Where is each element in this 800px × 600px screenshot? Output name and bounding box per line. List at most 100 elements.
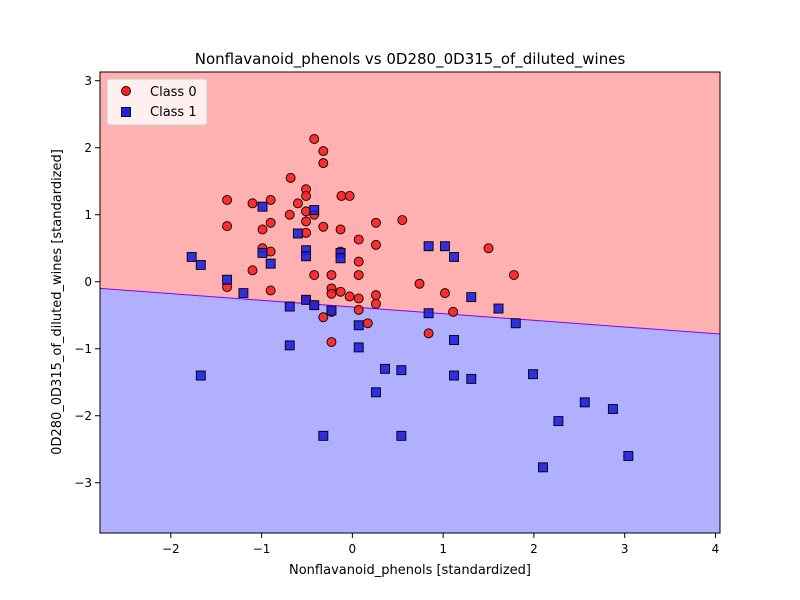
point-class-1 bbox=[222, 274, 233, 285]
point-class-1 bbox=[579, 397, 590, 408]
point-class-0 bbox=[326, 337, 337, 347]
point-class-1 bbox=[371, 387, 381, 398]
x-tick-label: 4 bbox=[712, 542, 720, 556]
point-class-1 bbox=[553, 416, 564, 427]
point-class-1 bbox=[493, 303, 504, 314]
point-class-1 bbox=[195, 370, 206, 381]
point-class-0 bbox=[318, 158, 329, 169]
point-class-0 bbox=[265, 246, 276, 257]
point-class-1 bbox=[301, 294, 312, 305]
point-class-1 bbox=[396, 430, 407, 441]
point-class-0 bbox=[353, 293, 364, 304]
decision-boundary-line bbox=[100, 287, 720, 335]
data-points bbox=[186, 134, 634, 473]
point-class-1 bbox=[309, 300, 320, 311]
x-axis-ticks: −2 −1 0 1 2 3 4 bbox=[162, 533, 719, 556]
point-class-0 bbox=[318, 221, 329, 232]
point-class-1 bbox=[195, 260, 206, 270]
decision-region-class-1 bbox=[100, 288, 720, 533]
point-class-1 bbox=[380, 363, 390, 374]
point-class-1 bbox=[466, 373, 477, 384]
point-class-0 bbox=[483, 243, 494, 254]
point-class-0 bbox=[318, 312, 329, 323]
point-class-1 bbox=[466, 292, 477, 303]
legend-label-class-0: Class 0 bbox=[150, 85, 197, 100]
point-class-1 bbox=[301, 251, 312, 262]
point-class-0 bbox=[309, 134, 320, 144]
point-class-0 bbox=[222, 195, 233, 205]
point-class-0 bbox=[301, 191, 312, 201]
point-class-1 bbox=[449, 370, 459, 381]
point-class-0 bbox=[247, 198, 258, 209]
point-class-0 bbox=[336, 191, 347, 201]
point-class-1 bbox=[510, 318, 521, 329]
legend: Class 0 Class 1 bbox=[106, 78, 208, 126]
point-class-0 bbox=[353, 256, 364, 267]
point-class-1 bbox=[449, 251, 459, 262]
legend-marker-class-1 bbox=[121, 107, 131, 117]
point-class-1 bbox=[353, 342, 364, 353]
y-tick-label: −2 bbox=[74, 409, 92, 423]
point-class-1 bbox=[623, 450, 634, 461]
point-class-0 bbox=[414, 278, 425, 289]
y-axis-ticks: −3 −2 −1 0 1 2 3 bbox=[74, 74, 100, 490]
y-tick-label: −3 bbox=[74, 476, 92, 490]
y-tick-label: 0 bbox=[84, 275, 92, 289]
x-tick-label: −2 bbox=[162, 542, 180, 556]
plot-area bbox=[100, 72, 720, 533]
point-class-1 bbox=[265, 258, 276, 269]
point-class-0 bbox=[265, 285, 276, 296]
point-class-0 bbox=[284, 209, 295, 220]
y-tick-label: −1 bbox=[74, 342, 92, 356]
point-class-0 bbox=[344, 191, 355, 201]
point-class-0 bbox=[344, 291, 355, 302]
point-class-0 bbox=[371, 217, 381, 228]
point-class-1 bbox=[353, 320, 364, 331]
point-class-1 bbox=[538, 462, 548, 473]
point-class-1 bbox=[528, 369, 538, 380]
x-tick-label: 1 bbox=[439, 542, 447, 556]
point-class-1 bbox=[396, 365, 407, 376]
y-tick-label: 3 bbox=[84, 74, 92, 88]
point-class-1 bbox=[318, 430, 329, 441]
point-class-0 bbox=[247, 265, 258, 276]
point-class-0 bbox=[353, 270, 364, 280]
x-tick-label: 0 bbox=[349, 542, 357, 556]
point-class-1 bbox=[423, 241, 434, 252]
point-class-1 bbox=[449, 335, 459, 345]
point-class-1 bbox=[423, 308, 434, 319]
y-tick-label: 1 bbox=[84, 208, 92, 222]
legend-marker-class-0 bbox=[121, 86, 131, 96]
point-class-0 bbox=[265, 195, 276, 205]
point-class-0 bbox=[285, 172, 296, 183]
x-tick-label: 2 bbox=[530, 542, 538, 556]
point-class-0 bbox=[508, 270, 519, 280]
point-class-1 bbox=[257, 201, 268, 212]
plot-frame bbox=[99, 71, 721, 534]
point-class-1 bbox=[238, 288, 249, 299]
point-class-0 bbox=[318, 146, 329, 157]
point-class-0 bbox=[371, 298, 381, 309]
point-class-1 bbox=[284, 301, 295, 312]
y-axis-label: 0D280_0D315_of_diluted_wines [standardiz… bbox=[50, 149, 65, 455]
point-class-0 bbox=[439, 288, 450, 299]
point-class-0 bbox=[257, 224, 268, 235]
point-class-0 bbox=[371, 290, 381, 301]
point-class-0 bbox=[301, 216, 312, 227]
point-class-0 bbox=[309, 270, 320, 280]
point-class-0 bbox=[301, 206, 312, 217]
point-class-0 bbox=[292, 198, 303, 209]
point-class-0 bbox=[353, 304, 364, 315]
point-class-0 bbox=[222, 221, 233, 232]
x-tick-label: −1 bbox=[253, 542, 271, 556]
point-class-0 bbox=[326, 288, 337, 299]
point-class-0 bbox=[448, 306, 459, 317]
y-tick-label: 2 bbox=[84, 141, 92, 155]
point-class-0 bbox=[371, 239, 381, 250]
point-class-0 bbox=[423, 328, 434, 339]
point-class-0 bbox=[265, 217, 276, 228]
point-class-0 bbox=[362, 318, 373, 329]
point-class-1 bbox=[257, 247, 268, 258]
point-class-0 bbox=[326, 270, 337, 280]
